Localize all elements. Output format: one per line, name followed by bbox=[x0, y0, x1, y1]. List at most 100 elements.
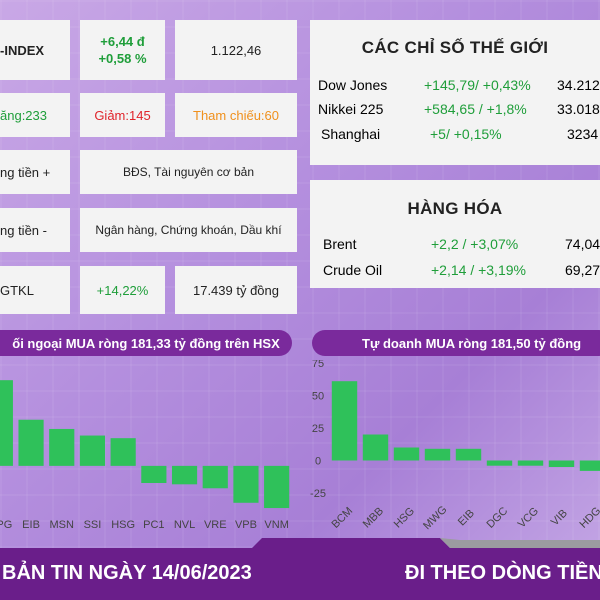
bar-bcm bbox=[331, 381, 358, 461]
bar-hpg bbox=[0, 380, 13, 466]
x-tick-label: SSI bbox=[84, 519, 102, 531]
bar-vib bbox=[548, 460, 575, 467]
bar-vnm bbox=[264, 465, 290, 509]
world-row-name: Dow Jones bbox=[318, 77, 388, 93]
inflow-sectors: BĐS, Tài nguyên cơ bản bbox=[122, 165, 255, 179]
x-tick-label: HPG bbox=[0, 519, 12, 531]
up-count: ăng:233 bbox=[0, 107, 47, 123]
bar-mbb bbox=[362, 434, 389, 461]
x-tick-label: NVL bbox=[174, 519, 195, 531]
x-tick-label: MSN bbox=[50, 519, 75, 531]
inflow-sectors-card: BĐS, Tài nguyên cơ bản bbox=[80, 150, 297, 194]
index-name: -INDEX bbox=[0, 42, 45, 58]
volume-label: GTKL bbox=[0, 282, 34, 298]
index-change-card: +6,44 đ +0,58 % bbox=[80, 20, 165, 80]
volume-value: 17.439 tỷ đồng bbox=[192, 282, 280, 298]
bar-eib bbox=[18, 419, 44, 466]
index-change: +6,44 đ bbox=[100, 34, 145, 49]
commodity-row-value: 69,27 bbox=[565, 262, 600, 278]
prop-net-buy-banner: Tự doanh MUA ròng 181,50 tỷ đồng bbox=[312, 330, 600, 356]
x-tick-label: VIB bbox=[549, 507, 570, 528]
index-value: 1.122,46 bbox=[210, 42, 262, 58]
world-row-value: 33.018 bbox=[557, 101, 600, 117]
x-tick-label: PC1 bbox=[143, 519, 164, 531]
footer-tab-shape bbox=[0, 538, 600, 550]
footer-date: BẢN TIN NGÀY 14/06/2023 bbox=[2, 562, 252, 584]
outflow-sectors-card: Ngân hàng, Chứng khoán, Dầu khí bbox=[80, 208, 297, 252]
x-tick-label: BCM bbox=[329, 505, 355, 531]
footer-bar bbox=[0, 548, 600, 600]
foreign-net-buy-text: ối ngoại MUA ròng 181,33 tỷ đồng trên HS… bbox=[12, 335, 280, 351]
volume-label-card: GTKL bbox=[0, 266, 70, 314]
x-tick-label: EIB bbox=[456, 507, 477, 528]
world-row-change: +584,65 / +1,8% bbox=[424, 101, 527, 117]
outflow-label-card: ng tiền - bbox=[0, 208, 70, 252]
ref-count: Tham chiếu:60 bbox=[193, 107, 279, 123]
outflow-label: ng tiền - bbox=[0, 222, 47, 238]
x-tick-label: DGC bbox=[484, 505, 510, 531]
x-tick-label: HDG bbox=[577, 505, 600, 531]
bar-vcg bbox=[517, 460, 544, 466]
up-count-card: ăng:233 bbox=[0, 93, 70, 137]
bar-pc1 bbox=[141, 465, 167, 483]
foreign-trading-chart: HPG EIB MSN SSI HSG PC1 NVL VRE VPB VNM bbox=[0, 360, 300, 536]
y-tick-label: 50 bbox=[312, 391, 324, 403]
index-value-card: 1.122,46 bbox=[175, 20, 297, 80]
x-tick-label: VRE bbox=[204, 519, 227, 531]
bar-ssi bbox=[79, 435, 106, 466]
commodity-row-change: +2,14 / +3,19% bbox=[431, 262, 526, 278]
bar-nvl bbox=[171, 465, 198, 485]
world-row-value: 34.212 bbox=[557, 77, 600, 93]
bar-msn bbox=[49, 428, 75, 466]
world-indices-panel: CÁC CHỈ SỐ THẾ GIỚI Dow Jones +145,79/ +… bbox=[310, 20, 600, 165]
x-tick-label: VPB bbox=[235, 519, 257, 531]
prop-trading-chart: 75 50 25 0 -25 BCM MBB HSG MWG EIB DGC VCG VIB HDG bbox=[305, 360, 600, 536]
bar-vpb bbox=[233, 465, 259, 503]
commodities-title: HÀNG HÓA bbox=[407, 199, 503, 218]
inflow-label-card: ng tiền + bbox=[0, 150, 70, 194]
x-tick-label: HSG bbox=[392, 505, 417, 530]
x-tick-label: EIB bbox=[22, 519, 40, 531]
world-row-value: 3234 bbox=[567, 126, 599, 142]
foreign-trading-chart-svg: HPG EIB MSN SSI HSG PC1 NVL VRE VPB VNM bbox=[0, 380, 290, 531]
y-tick-label: -25 bbox=[310, 488, 326, 500]
commodity-row-change: +2,2 / +3,07% bbox=[431, 236, 519, 252]
index-change-pct: +0,58 % bbox=[98, 51, 147, 66]
x-tick-label: VNM bbox=[264, 519, 288, 531]
volume-change: +14,22% bbox=[96, 282, 149, 298]
commodity-row-name: Brent bbox=[323, 236, 357, 252]
bar-dgc bbox=[486, 460, 513, 466]
commodities-panel: HÀNG HÓA Brent +2,2 / +3,07% 74,04 Crude… bbox=[310, 180, 600, 288]
y-tick-label: 75 bbox=[312, 360, 324, 370]
down-count-card: Giảm:145 bbox=[80, 93, 165, 137]
world-row-name: Nikkei 225 bbox=[318, 101, 384, 117]
bar-hdg bbox=[579, 460, 600, 471]
world-row-change: +145,79/ +0,43% bbox=[424, 77, 531, 93]
y-tick-label: 25 bbox=[312, 423, 324, 435]
ref-count-card: Tham chiếu:60 bbox=[175, 93, 297, 137]
bar-hsg bbox=[393, 447, 420, 461]
down-count: Giảm:145 bbox=[94, 107, 151, 123]
x-tick-label: VCG bbox=[516, 505, 541, 530]
bar-mwg bbox=[424, 448, 451, 461]
x-tick-label: HSG bbox=[111, 519, 135, 531]
x-tick-label: MWG bbox=[421, 504, 449, 532]
world-row-name: Shanghai bbox=[321, 126, 381, 142]
index-name-card: -INDEX bbox=[0, 20, 70, 80]
commodity-row-name: Crude Oil bbox=[323, 262, 383, 278]
y-tick-label: 0 bbox=[315, 456, 321, 468]
volume-value-card: 17.439 tỷ đồng bbox=[175, 266, 297, 314]
bar-hsg bbox=[110, 438, 136, 466]
foreign-net-buy-banner: ối ngoại MUA ròng 181,33 tỷ đồng trên HS… bbox=[0, 330, 292, 356]
outflow-sectors: Ngân hàng, Chứng khoán, Dầu khí bbox=[95, 223, 282, 237]
inflow-label: ng tiền + bbox=[0, 164, 51, 180]
world-indices-title: CÁC CHỈ SỐ THẾ GIỚI bbox=[361, 38, 549, 57]
commodity-row-value: 74,04 bbox=[565, 236, 600, 252]
footer-slogan: ĐI THEO DÒNG TIỀN bbox=[405, 562, 600, 584]
bar-vre bbox=[202, 465, 228, 489]
x-tick-label: MBB bbox=[361, 505, 386, 530]
bar-eib bbox=[455, 448, 482, 461]
volume-change-card: +14,22% bbox=[80, 266, 165, 314]
world-row-change: +5/ +0,15% bbox=[430, 126, 502, 142]
